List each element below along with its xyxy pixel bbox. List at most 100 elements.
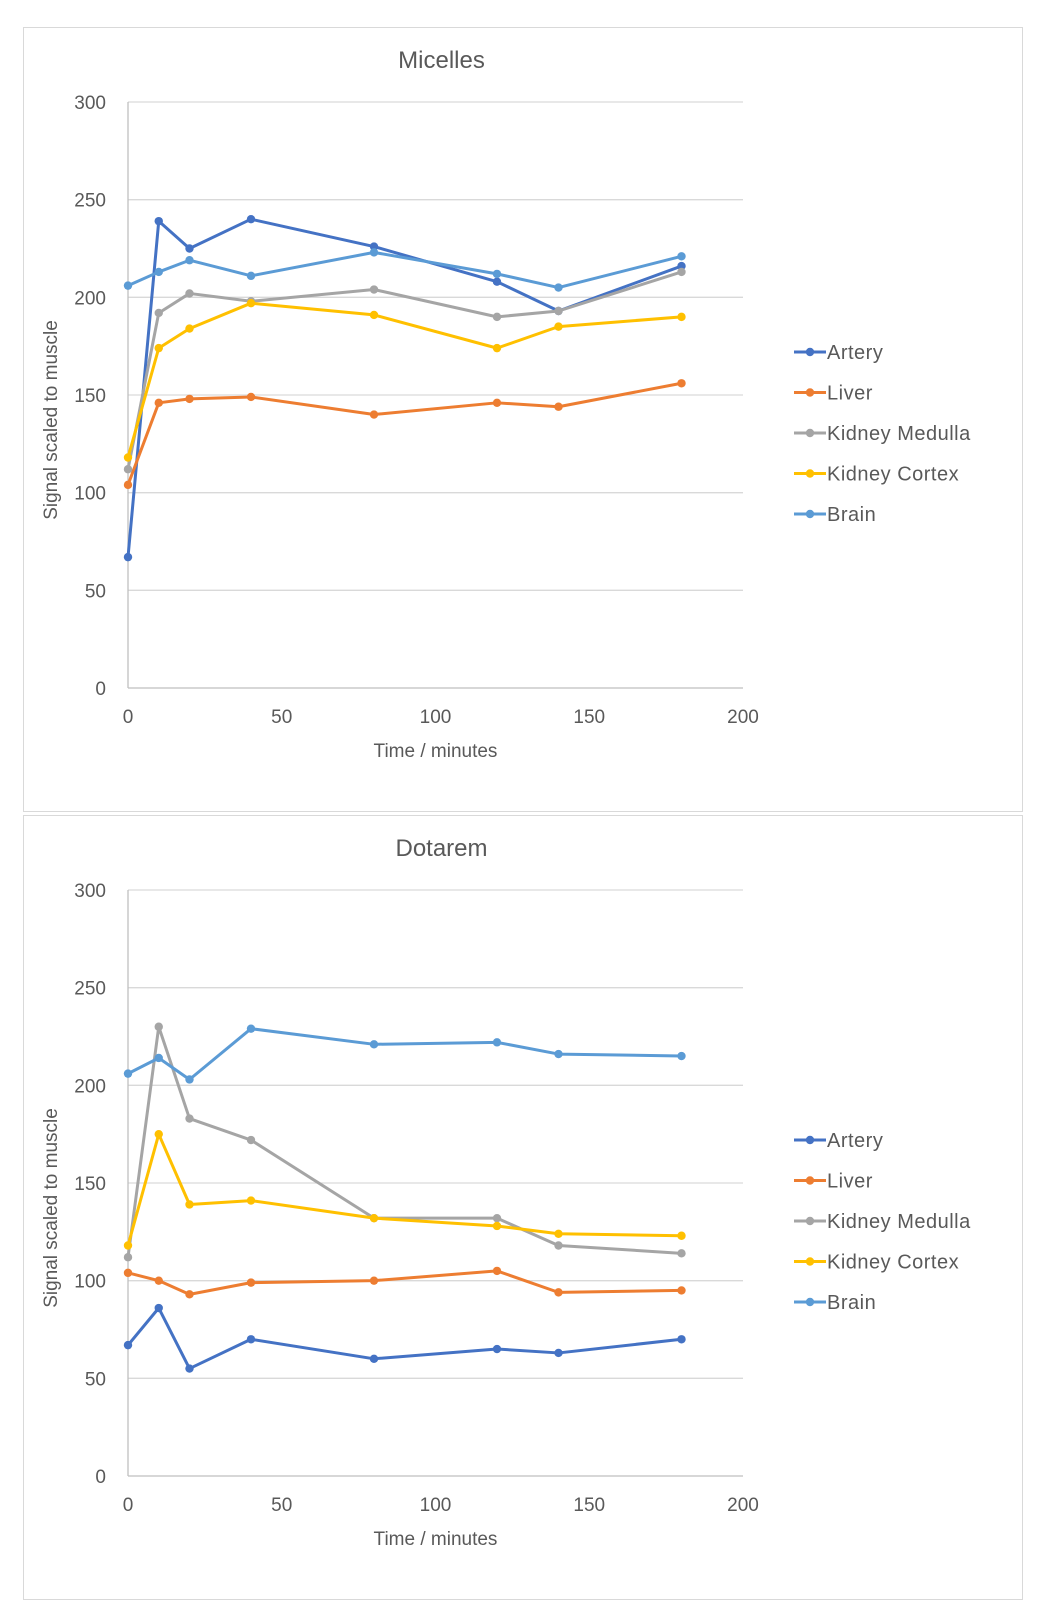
chart-0-series-liver-point <box>554 402 563 411</box>
chart-0-series-artery-point <box>123 552 133 562</box>
chart-1-y-tick-label: 300 <box>74 881 106 902</box>
chart-0-series-kidney-cortex-point <box>246 298 256 308</box>
chart-1-series-kidney-medulla-point <box>123 1253 133 1262</box>
chart-1-y-tick-label: 150 <box>74 1174 106 1195</box>
chart-0-series-brain-point <box>246 271 256 281</box>
chart-0-legend-marker-brain <box>805 509 815 519</box>
chart-1-series-kidney-medulla-point <box>185 1114 194 1123</box>
chart-0-series-brain-point <box>677 252 686 261</box>
chart-1-series-kidney-cortex-point <box>492 1221 502 1231</box>
chart-0-y-tick-label: 150 <box>74 386 106 407</box>
chart-1-series-artery-point <box>554 1348 563 1358</box>
chart-1-series-kidney-cortex-point <box>154 1129 163 1139</box>
chart-0-y-tick-label: 100 <box>74 484 106 505</box>
chart-1-y-tick-label: 250 <box>74 979 106 1000</box>
chart-1-series-kidney-medulla-point <box>246 1135 256 1145</box>
chart-1-y-tick-label: 200 <box>74 1076 106 1097</box>
chart-micelles: Micelles 0 50 100 150 200 250 300 0 50 100 150 200 Ti… <box>23 27 1023 812</box>
chart-0-x-tick-label: 0 <box>123 707 134 728</box>
chart-0-series-artery-point <box>677 261 686 271</box>
chart-1-series-artery-line <box>126 1306 683 1371</box>
chart-0-series-kidney-medulla-point <box>369 285 379 294</box>
chart-0-series-liver-line <box>126 381 683 487</box>
chart-0-series-artery-line <box>126 217 683 559</box>
chart-1-series-liver-point <box>246 1278 256 1287</box>
chart-1-series-liver-point <box>492 1266 502 1276</box>
chart-0-series-liver-point <box>154 398 163 408</box>
chart-1-series-liver-point <box>369 1276 379 1285</box>
chart-1-legend-label-brain: Brain <box>827 1292 876 1314</box>
chart-1-series-liver-point <box>123 1268 133 1278</box>
chart-1-series-artery-point <box>154 1303 163 1313</box>
chart-0-series-liver-point <box>246 392 256 402</box>
chart-1-series-liver-point <box>554 1288 563 1297</box>
chart-0-series-artery-point <box>246 215 256 224</box>
chart-1-series-kidney-medulla-line <box>126 1025 683 1259</box>
chart-0-series-kidney-medulla-point <box>677 267 686 277</box>
chart-1-series-brain-point <box>154 1053 163 1063</box>
chart-1-y-axis-title: Signal scaled to muscle <box>41 1108 62 1308</box>
chart-1-legend-marker-kidney-cortex <box>805 1257 815 1266</box>
chart-1-series-kidney-cortex-point <box>246 1196 256 1205</box>
chart-1-series-kidney-cortex-line <box>126 1132 683 1248</box>
chart-0-series-artery-point <box>492 277 502 286</box>
chart-0-series-artery-point <box>185 244 194 253</box>
chart-1-series-liver-line <box>126 1269 683 1296</box>
chart-0-series-artery-point <box>154 216 163 226</box>
chart-1-legend-label-kidney-medulla: Kidney Medulla <box>827 1211 971 1233</box>
chart-1-series-kidney-medulla-point <box>154 1022 163 1031</box>
chart-0-y-tick-label: 200 <box>74 288 106 309</box>
chart-1-legend-marker-brain <box>805 1297 815 1307</box>
chart-0-series-kidney-medulla-point <box>123 465 133 474</box>
chart-dotarem: Dotarem 0 50 100 150 200 250 300 0 50 100 150 200 Tim… <box>23 815 1023 1600</box>
chart-0-y-axis-title: Signal scaled to muscle <box>41 320 62 520</box>
chart-0-x-tick-label: 200 <box>727 707 759 728</box>
chart-0-series-liver-point <box>185 394 194 404</box>
chart-0-series-liver-point <box>369 410 379 419</box>
chart-1-series-kidney-cortex-point <box>185 1200 194 1209</box>
chart-1-series-kidney-cortex-point <box>677 1231 686 1240</box>
chart-1-legend-marker-artery <box>805 1135 815 1145</box>
chart-1-title: Dotarem <box>395 835 487 862</box>
chart-1-series-kidney-medulla-point <box>554 1241 563 1250</box>
chart-1-series-liver-point <box>677 1286 686 1295</box>
chart-1-x-tick-label: 150 <box>573 1495 605 1516</box>
chart-0-x-tick-label: 150 <box>573 707 605 728</box>
chart-1-series-brain-line <box>126 1027 683 1081</box>
chart-0-series-brain-point <box>154 267 163 277</box>
chart-0-series-liver-point <box>492 398 502 408</box>
chart-0-legend-label-liver: Liver <box>827 383 873 405</box>
chart-0-series-kidney-medulla-point <box>554 306 563 316</box>
chart-1-x-tick-label: 200 <box>727 1495 759 1516</box>
chart-1-series-kidney-cortex-point <box>369 1213 379 1223</box>
chart-1-series-brain-point <box>123 1069 133 1078</box>
chart-0-series-kidney-cortex-point <box>185 324 194 333</box>
chart-1-series-kidney-medulla-point <box>677 1249 686 1258</box>
chart-0-x-tick-label: 100 <box>420 707 452 728</box>
chart-1-legend-label-artery: Artery <box>827 1130 883 1152</box>
chart-1-legend-label-liver: Liver <box>827 1171 873 1193</box>
chart-0-series-brain-line <box>126 250 683 290</box>
chart-0-legend-marker-liver <box>805 388 815 397</box>
chart-0-series-brain-point <box>554 283 563 292</box>
chart-1-series-artery-point <box>185 1364 194 1373</box>
chart-0-series-kidney-cortex-point <box>677 312 686 322</box>
chart-1-x-axis-title: Time / minutes <box>374 1529 498 1550</box>
chart-0-y-tick-label: 50 <box>85 581 106 602</box>
chart-0-series-brain-point <box>123 281 133 290</box>
chart-dotarem-svg: Dotarem 0 50 100 150 200 250 300 0 50 100 150 200 Tim… <box>41 835 971 1550</box>
chart-0-y-tick-label: 250 <box>74 191 106 212</box>
chart-0-series-kidney-cortex-point <box>492 343 502 353</box>
chart-0-series-kidney-cortex-point <box>154 343 163 353</box>
chart-1-series-liver-point <box>185 1290 194 1299</box>
chart-1-x-tick-label: 50 <box>271 1495 292 1516</box>
chart-0-series-kidney-cortex-point <box>369 310 379 320</box>
chart-0-legend-label-kidney-medulla: Kidney Medulla <box>827 423 971 445</box>
chart-1-series-brain-point <box>246 1024 256 1033</box>
chart-0-series-liver-point <box>677 379 686 388</box>
chart-1-series-brain-point <box>492 1038 502 1047</box>
chart-0-series-kidney-cortex-point <box>554 322 563 331</box>
chart-1-series-artery-point <box>123 1340 133 1350</box>
chart-0-series-liver-point <box>123 480 133 490</box>
chart-0-series-brain-point <box>369 248 379 257</box>
